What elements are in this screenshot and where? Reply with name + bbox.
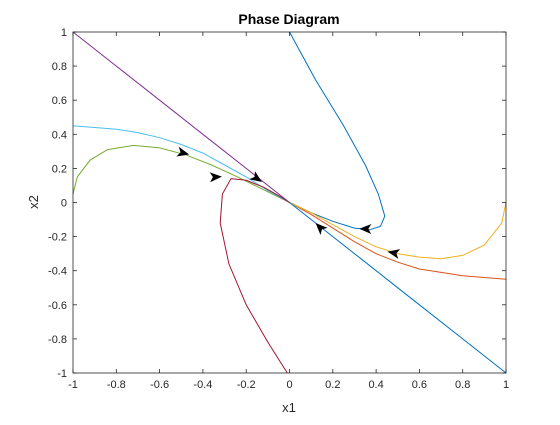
x-tick-label: -0.8 <box>107 379 126 391</box>
trajectory-line-5 <box>72 144 290 203</box>
x-tick-label: -0.4 <box>193 379 212 391</box>
y-tick-label: -1 <box>57 368 67 380</box>
direction-arrow-1-1 <box>359 224 372 235</box>
x-tick-label: 0 <box>286 379 292 391</box>
x-tick-label: 0.2 <box>325 379 340 391</box>
direction-arrow-7-1 <box>209 172 222 183</box>
y-tick-label: -0.8 <box>48 334 67 346</box>
axes-layer: -1 -0.8 -0.6 -0.4 -0.2 0 0.2 0.4 0.6 0.8 1 -1 -0.8 -0… <box>48 27 509 391</box>
y-axis-label: x2 <box>26 195 41 209</box>
x-tick-label: 1 <box>503 379 509 391</box>
direction-arrow-8-1 <box>315 222 328 235</box>
y-tick-label: 0.6 <box>52 95 67 107</box>
trajectory-line-8 <box>289 202 507 374</box>
x-tick-label: 0.4 <box>368 379 383 391</box>
y-tick-label: 0.4 <box>52 129 67 141</box>
x-tick-label: -1 <box>68 379 78 391</box>
arrow-layer <box>176 146 401 259</box>
trajectory-line-6 <box>72 125 290 203</box>
y-tick-label: -0.4 <box>48 266 67 278</box>
x-tick-label: -0.6 <box>150 379 169 391</box>
trajectory-line-7 <box>219 178 290 374</box>
x-tick-label: 0.8 <box>455 379 470 391</box>
series-layer <box>72 31 507 374</box>
direction-arrow-3-1 <box>387 249 401 259</box>
x-axis-label: x1 <box>282 400 296 415</box>
trajectory-line-2 <box>289 202 507 280</box>
y-tick-label: 0.2 <box>52 163 67 175</box>
y-tick-label: -0.2 <box>48 232 67 244</box>
trajectory-line-4 <box>72 31 290 203</box>
trajectory-line-3 <box>289 202 507 260</box>
chart-title: Phase Diagram <box>238 11 339 27</box>
y-tick-label: 1 <box>61 27 67 39</box>
y-tick-label: 0 <box>61 198 67 210</box>
x-tick-label: -0.2 <box>237 379 256 391</box>
direction-arrow-6-1 <box>249 171 262 183</box>
x-tick-label: 0.6 <box>412 379 427 391</box>
trajectory-line-1 <box>289 31 386 231</box>
y-tick-label: 0.8 <box>52 61 67 73</box>
y-tick-label: -0.6 <box>48 300 67 312</box>
direction-arrow-5-1 <box>176 146 190 157</box>
